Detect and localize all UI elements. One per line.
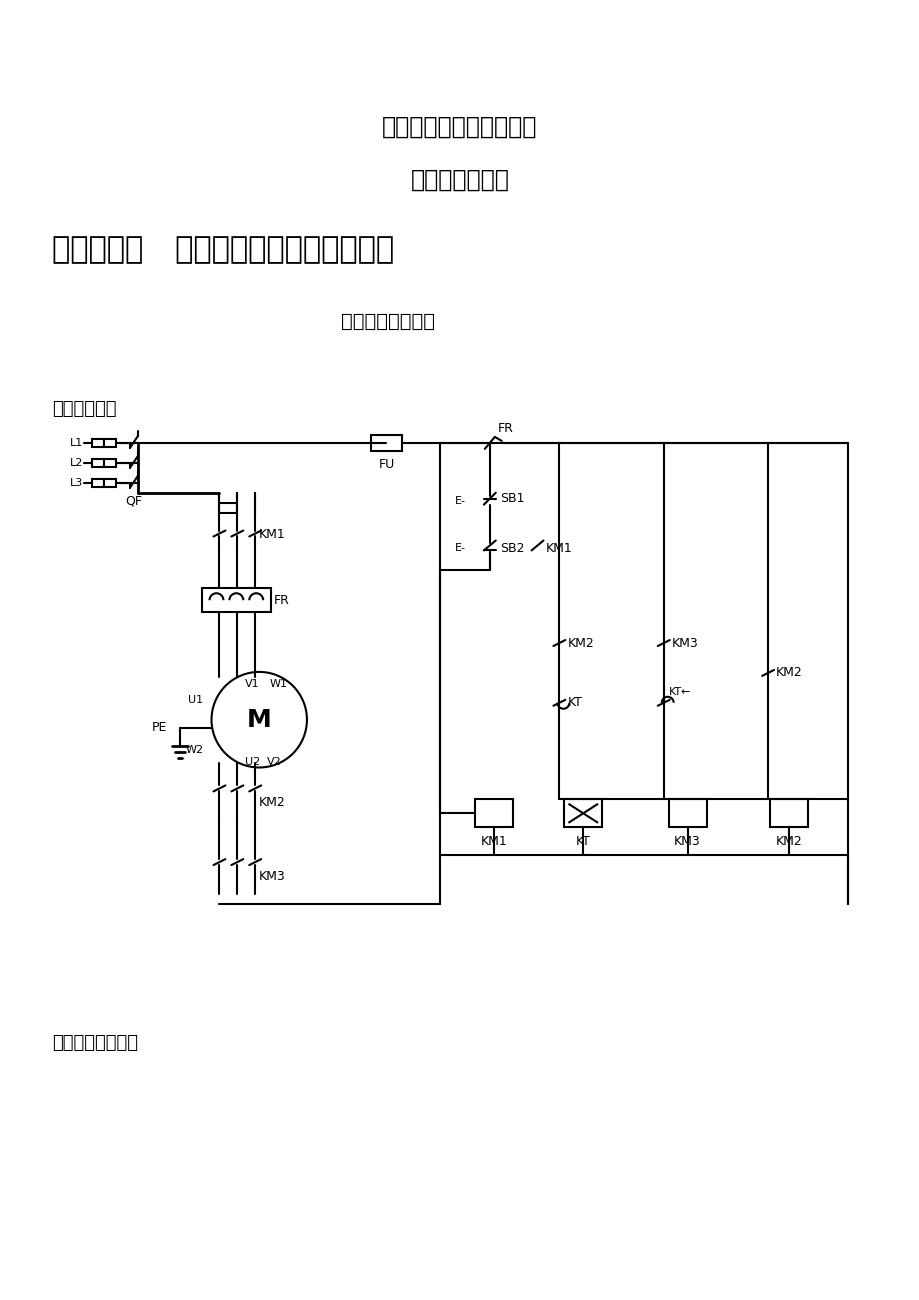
Text: 技能训练题目一：: 技能训练题目一： — [340, 312, 435, 332]
Text: U1: U1 — [188, 694, 203, 705]
Text: KM1: KM1 — [545, 542, 572, 555]
Text: KM1: KM1 — [259, 528, 286, 541]
Bar — [201, 589, 271, 612]
Text: SB1: SB1 — [499, 493, 524, 506]
Text: KT: KT — [575, 835, 590, 848]
Text: KT: KT — [567, 697, 582, 710]
Bar — [104, 459, 116, 467]
Text: 电气原理图：: 电气原理图： — [52, 400, 117, 419]
Text: KT←: KT← — [668, 686, 690, 697]
Text: E-: E- — [455, 495, 466, 506]
Bar — [563, 800, 601, 827]
Text: QF: QF — [125, 494, 142, 507]
Text: 电气安装接线图：: 电气安装接线图： — [52, 1035, 139, 1052]
Bar — [370, 436, 402, 451]
Circle shape — [211, 672, 307, 767]
Text: PE: PE — [152, 722, 167, 734]
Text: KM2: KM2 — [776, 667, 802, 680]
Text: KM3: KM3 — [674, 835, 700, 848]
Text: SB2: SB2 — [499, 542, 524, 555]
Text: KM2: KM2 — [259, 796, 286, 809]
Bar — [104, 439, 116, 447]
Bar — [769, 800, 807, 827]
Text: 第一部分：   电气线路安装调试技能训练: 第一部分： 电气线路安装调试技能训练 — [52, 235, 394, 264]
Text: L3: L3 — [70, 477, 84, 488]
Bar — [104, 478, 116, 486]
Bar — [474, 800, 512, 827]
Text: KM1: KM1 — [480, 835, 506, 848]
Text: KM2: KM2 — [567, 637, 594, 650]
Text: W1: W1 — [269, 679, 287, 689]
Bar — [92, 439, 104, 447]
Text: W2: W2 — [186, 745, 203, 754]
Text: KM3: KM3 — [671, 637, 698, 650]
Text: L1: L1 — [70, 438, 84, 448]
Text: FU: FU — [378, 459, 394, 472]
Bar — [92, 459, 104, 467]
Text: ２０１３年７月: ２０１３年７月 — [410, 168, 509, 192]
Text: FR: FR — [497, 422, 513, 436]
Text: FR: FR — [274, 594, 289, 607]
Text: U2: U2 — [245, 757, 260, 767]
Text: E-: E- — [455, 543, 466, 554]
Text: V1: V1 — [245, 679, 260, 689]
Bar — [668, 800, 706, 827]
Text: 自动控制与机械工程学院: 自动控制与机械工程学院 — [382, 116, 537, 139]
Text: V2: V2 — [267, 757, 281, 767]
Text: M: M — [246, 707, 271, 732]
Text: KM3: KM3 — [259, 870, 286, 883]
Text: L2: L2 — [70, 458, 84, 468]
Text: KM2: KM2 — [775, 835, 801, 848]
Bar — [92, 478, 104, 486]
